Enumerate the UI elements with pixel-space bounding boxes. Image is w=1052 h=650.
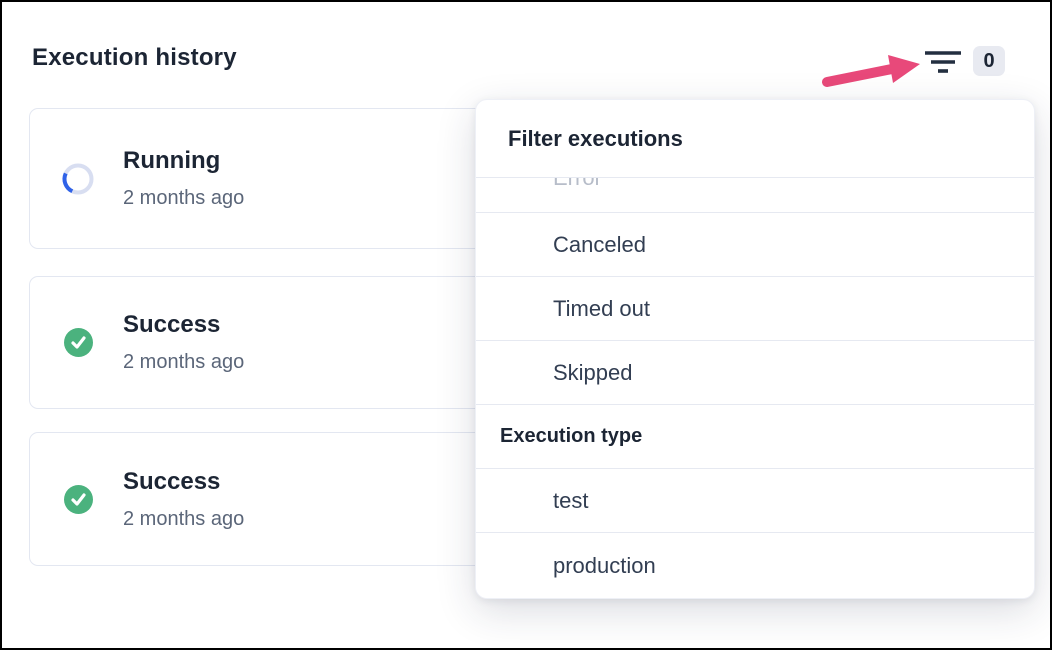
page-title: Execution history — [32, 44, 237, 71]
execution-status: Running — [123, 147, 221, 174]
filter-menu-item-timed-out[interactable]: Timed out — [476, 277, 1034, 341]
filter-button[interactable] — [920, 42, 966, 82]
annotation-arrow-icon — [822, 55, 920, 87]
filter-menu: Filter executions Error Canceled Timed o… — [475, 99, 1035, 599]
execution-time: 2 months ago — [123, 507, 245, 530]
filter-menu-item-error-partial[interactable]: Error — [476, 178, 1034, 213]
filter-menu-item-test[interactable]: test — [476, 469, 1034, 533]
filter-menu-section-title: Execution type — [476, 405, 1034, 469]
filter-menu-item-canceled[interactable]: Canceled — [476, 213, 1034, 277]
spinner-icon — [61, 162, 95, 196]
filter-count-badge: 0 — [973, 46, 1005, 76]
filter-menu-item-production[interactable]: production — [476, 533, 1034, 598]
success-check-icon — [63, 484, 93, 514]
filter-menu-title: Filter executions — [476, 100, 1034, 178]
execution-status: Success — [123, 311, 221, 338]
execution-time: 2 months ago — [123, 187, 245, 209]
execution-time: 2 months ago — [123, 351, 245, 373]
execution-status: Success — [123, 467, 221, 495]
filter-icon — [922, 50, 964, 81]
success-check-icon — [63, 328, 93, 357]
filter-menu-item-skipped[interactable]: Skipped — [476, 341, 1034, 405]
